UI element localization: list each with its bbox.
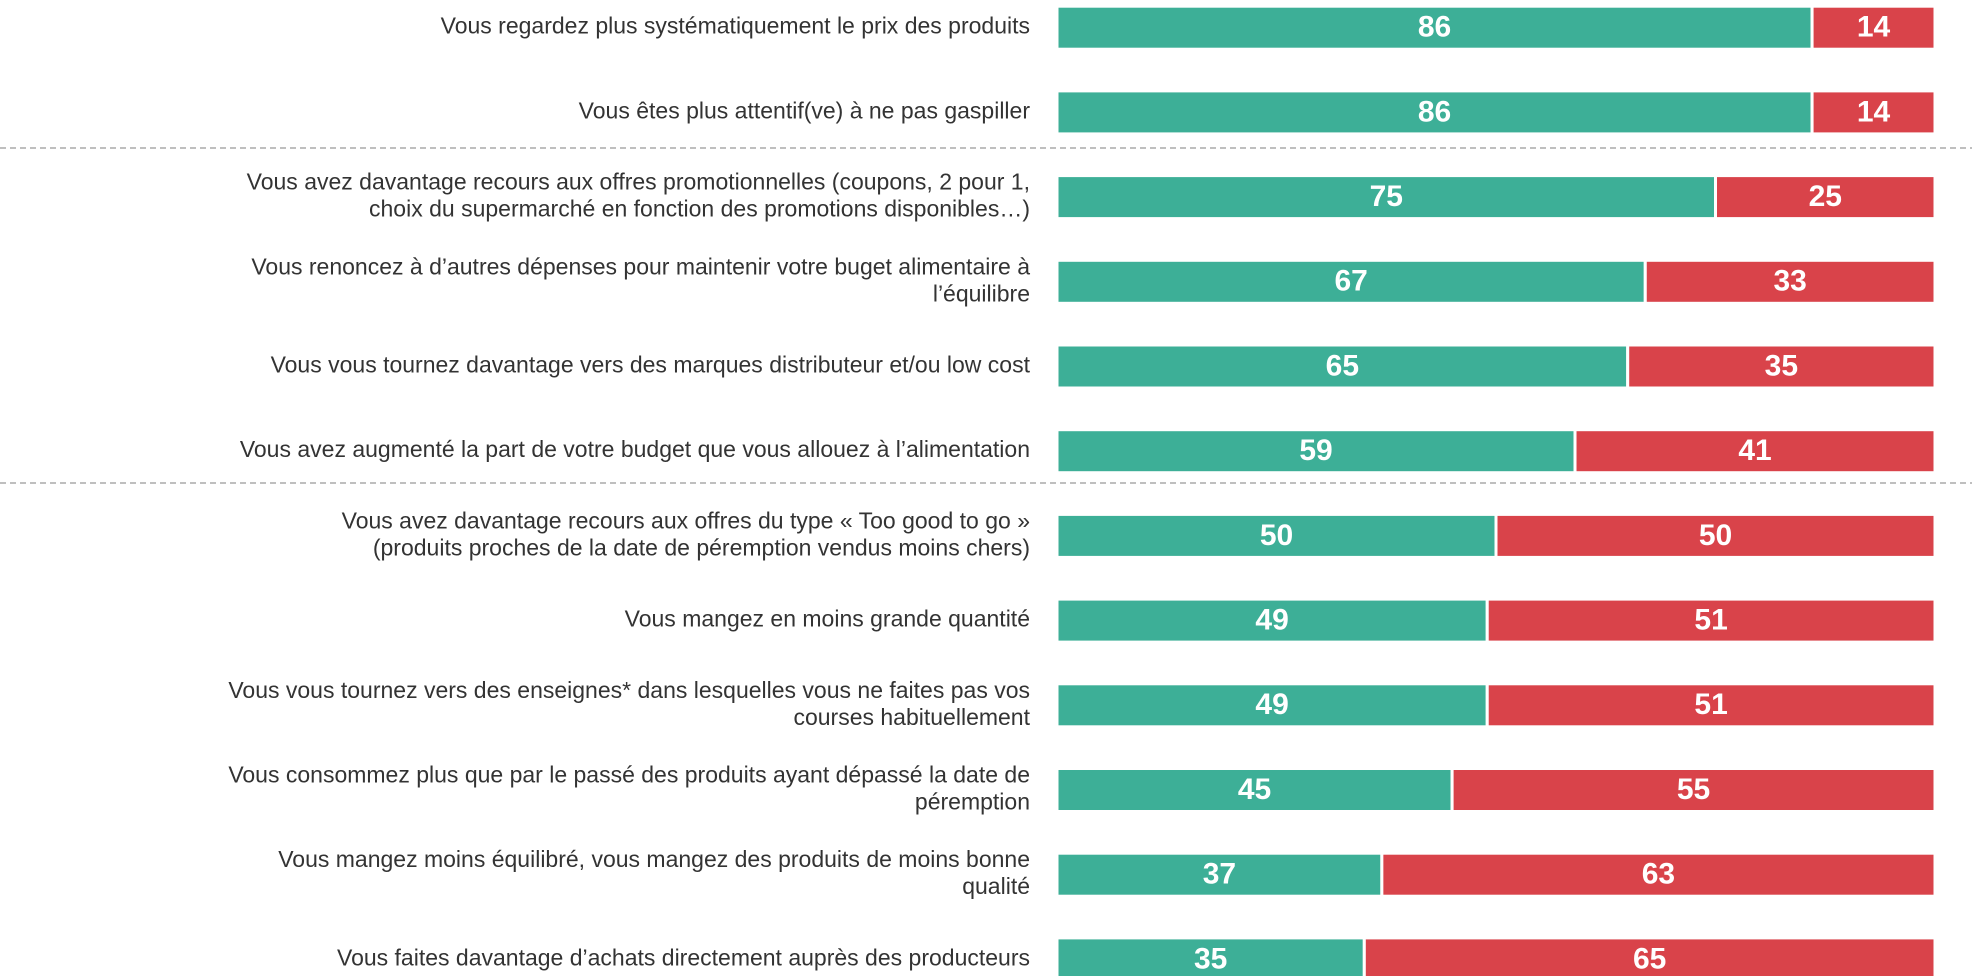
bar-segment	[1485, 682, 1937, 729]
bar-segment	[1055, 767, 1454, 813]
bar-segment	[1055, 258, 1647, 305]
category-line: l’équilibre	[933, 280, 1030, 306]
value-label: 86	[1418, 11, 1451, 44]
value-label: 63	[1642, 858, 1675, 891]
category-label: Vous avez davantage recours aux offres p…	[247, 169, 1030, 222]
category-label: Vous faites davantage d’achats directeme…	[337, 944, 1030, 970]
value-label: 65	[1326, 349, 1359, 382]
category-label: Vous avez davantage recours aux offres d…	[342, 507, 1030, 560]
category-line: Vous êtes plus attentif(ve) à ne pas gas…	[579, 97, 1031, 123]
value-label: 75	[1370, 180, 1403, 213]
bar-segment	[1055, 682, 1489, 729]
value-label: 50	[1699, 519, 1732, 552]
value-label: 25	[1809, 180, 1842, 213]
bar-segment	[1810, 89, 1937, 136]
category-line: choix du supermarché en fonction des pro…	[369, 196, 1030, 222]
bar-segment	[1494, 512, 1937, 559]
value-label: 45	[1238, 773, 1271, 806]
value-label: 50	[1260, 519, 1293, 552]
value-label: 35	[1765, 349, 1798, 382]
value-label: 37	[1203, 858, 1236, 891]
category-label: Vous avez augmenté la part de votre budg…	[240, 436, 1030, 462]
category-line: Vous avez davantage recours aux offres d…	[342, 507, 1030, 533]
category-line: Vous mangez moins équilibré, vous mangez…	[278, 846, 1030, 872]
category-line: Vous avez augmenté la part de votre budg…	[240, 436, 1030, 462]
category-label: Vous renoncez à d’autres dépenses pour m…	[251, 253, 1030, 306]
category-label: Vous vous tournez davantage vers des mar…	[271, 352, 1031, 378]
bar-segment	[1573, 428, 1937, 475]
bar-segment	[1810, 4, 1937, 51]
bar-segment	[1055, 174, 1717, 221]
bar-segment	[1626, 343, 1937, 390]
value-label: 86	[1418, 95, 1451, 128]
category-line: Vous avez davantage recours aux offres p…	[247, 169, 1030, 195]
bar-segment	[1450, 767, 1937, 813]
bar-segment	[1380, 851, 1937, 898]
category-line: Vous vous tournez vers des enseignes* da…	[228, 677, 1030, 703]
category-label: Vous vous tournez vers des enseignes* da…	[228, 677, 1030, 730]
value-label: 14	[1857, 11, 1891, 44]
value-label: 33	[1773, 265, 1806, 298]
value-label: 65	[1633, 942, 1666, 975]
bar-segment	[1362, 936, 1937, 976]
bar-segment	[1055, 4, 1814, 51]
category-line: Vous faites davantage d’achats directeme…	[337, 944, 1030, 970]
category-line: Vous renoncez à d’autres dépenses pour m…	[251, 253, 1030, 279]
bar-segment	[1055, 512, 1498, 559]
value-label: 67	[1334, 265, 1367, 298]
bar-segment	[1055, 343, 1630, 390]
bar-segment	[1643, 258, 1937, 305]
category-line: Vous mangez en moins grande quantité	[625, 606, 1030, 632]
value-label: 14	[1857, 95, 1891, 128]
category-line: Vous consommez plus que par le passé des…	[228, 762, 1030, 788]
value-label: 35	[1194, 942, 1227, 975]
category-line: Vous vous tournez davantage vers des mar…	[271, 352, 1031, 378]
category-label: Vous êtes plus attentif(ve) à ne pas gas…	[579, 97, 1031, 123]
value-label: 49	[1255, 688, 1288, 721]
value-label: 41	[1738, 434, 1771, 467]
category-line: courses habituellement	[793, 704, 1030, 730]
value-label: 51	[1694, 604, 1727, 637]
bar-segment	[1485, 597, 1937, 644]
category-line: Vous regardez plus systématiquement le p…	[441, 13, 1030, 39]
category-label: Vous regardez plus systématiquement le p…	[441, 13, 1030, 39]
value-label: 49	[1255, 604, 1288, 637]
category-label: Vous mangez en moins grande quantité	[625, 606, 1030, 632]
bar-segment	[1055, 851, 1384, 898]
value-label: 59	[1299, 434, 1332, 467]
bar-segment	[1055, 428, 1577, 475]
value-label: 51	[1694, 688, 1727, 721]
value-label: 55	[1677, 773, 1710, 806]
category-line: qualité	[962, 873, 1030, 899]
category-line: péremption	[915, 789, 1030, 815]
category-line: (produits proches de la date de pérempti…	[373, 534, 1030, 560]
category-label: Vous consommez plus que par le passé des…	[228, 762, 1030, 815]
bar-segment	[1714, 174, 1937, 221]
category-label: Vous mangez moins équilibré, vous mangez…	[278, 846, 1030, 899]
